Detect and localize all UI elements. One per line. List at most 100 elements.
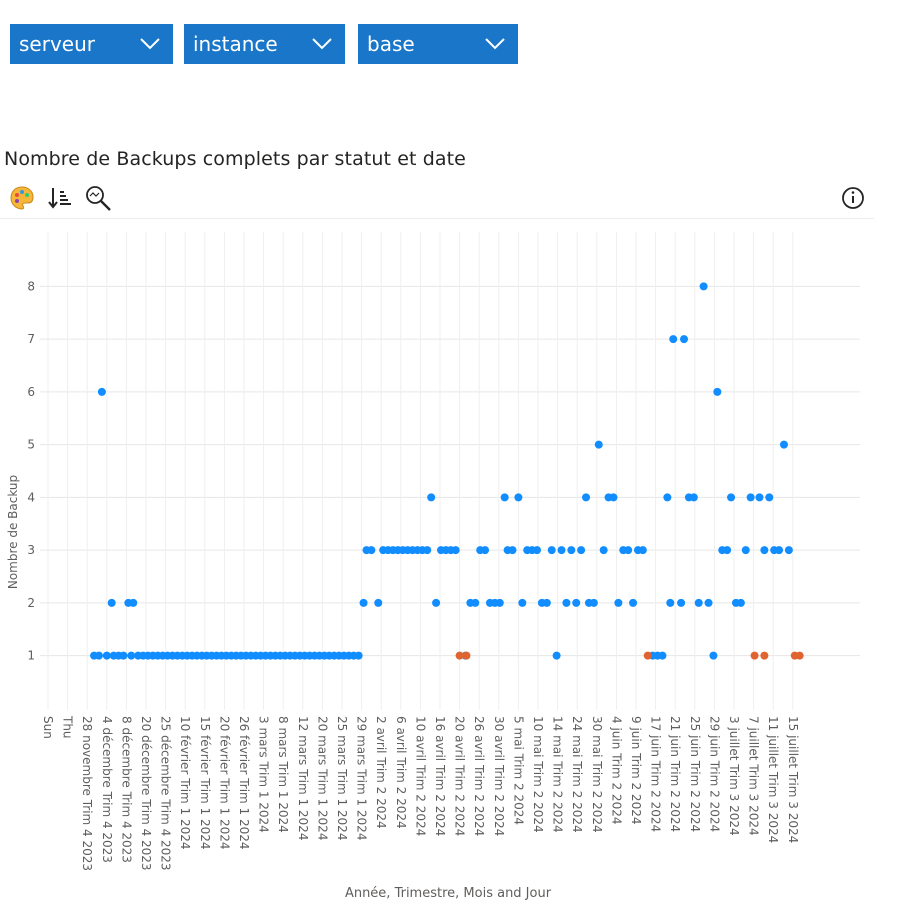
data-point[interactable]	[760, 546, 769, 555]
x-tick-label: 26 février Trim 1 2024	[237, 716, 251, 850]
data-point[interactable]	[694, 598, 703, 607]
x-tick-label: 11 juillet Trim 3 2024	[766, 716, 780, 843]
data-point[interactable]	[760, 651, 769, 660]
data-point[interactable]	[741, 546, 750, 555]
data-point[interactable]	[481, 546, 490, 555]
data-point[interactable]	[127, 651, 136, 660]
data-point[interactable]	[374, 598, 383, 607]
data-point[interactable]	[97, 387, 106, 396]
y-tick-label: 1	[27, 649, 35, 663]
data-point[interactable]	[609, 493, 618, 502]
x-tick-label: 4 juin Trim 2 2024	[609, 716, 623, 824]
y-tick-label: 5	[27, 438, 35, 452]
x-tick-label: 8 décembre Trim 4 2023	[119, 716, 133, 863]
data-point[interactable]	[704, 598, 713, 607]
data-point[interactable]	[547, 546, 556, 555]
x-tick-label: 29 juin Trim 2 2024	[707, 716, 721, 832]
slicer-base-label: base	[367, 32, 415, 56]
data-point[interactable]	[779, 440, 788, 449]
data-point[interactable]	[359, 598, 368, 607]
data-point[interactable]	[669, 335, 678, 344]
data-point[interactable]	[542, 598, 551, 607]
palette-icon[interactable]	[8, 184, 36, 212]
data-point[interactable]	[689, 493, 698, 502]
data-point[interactable]	[723, 546, 732, 555]
data-point[interactable]	[589, 598, 598, 607]
x-tick-label: 6 avril Trim 2 2024	[394, 716, 408, 829]
data-point[interactable]	[508, 546, 517, 555]
info-icon[interactable]	[839, 184, 867, 212]
data-point[interactable]	[94, 651, 103, 660]
x-tick-label: 9 juin Trim 2 2024	[629, 716, 643, 824]
data-point[interactable]	[746, 493, 755, 502]
data-point[interactable]	[518, 598, 527, 607]
data-point[interactable]	[102, 651, 111, 660]
data-point[interactable]	[624, 546, 633, 555]
slicer-base[interactable]: base	[358, 24, 518, 64]
data-point[interactable]	[765, 493, 774, 502]
data-point[interactable]	[423, 546, 432, 555]
data-point[interactable]	[629, 598, 638, 607]
data-point[interactable]	[557, 546, 566, 555]
data-point[interactable]	[614, 598, 623, 607]
data-point[interactable]	[663, 493, 672, 502]
data-point[interactable]	[577, 546, 586, 555]
data-point[interactable]	[638, 546, 647, 555]
data-point[interactable]	[455, 651, 464, 660]
data-point[interactable]	[582, 493, 591, 502]
x-tick-label: 20 mars Trim 1 2024	[315, 716, 329, 840]
slicer-instance[interactable]: instance	[184, 24, 345, 64]
data-point[interactable]	[129, 598, 138, 607]
y-tick-label: 2	[27, 596, 35, 610]
x-tick-label: 29 mars Trim 1 2024	[355, 716, 369, 840]
data-point[interactable]	[736, 598, 745, 607]
slicer-serveur[interactable]: serveur	[10, 24, 173, 64]
data-point[interactable]	[709, 651, 718, 660]
x-axis: Sun Thu 28 novembre Trim 4 2023 4 décembre …	[41, 715, 800, 871]
data-point[interactable]	[713, 387, 722, 396]
chevron-down-icon	[485, 38, 505, 50]
x-tick-label: 17 juin Trim 2 2024	[649, 716, 663, 832]
data-point[interactable]	[567, 546, 576, 555]
data-point[interactable]	[699, 282, 708, 291]
visual-title: Nombre de Backups complets par statut et…	[4, 148, 466, 170]
data-point[interactable]	[119, 651, 128, 660]
data-point[interactable]	[495, 598, 504, 607]
data-point[interactable]	[666, 598, 675, 607]
y-tick-label: 4	[27, 490, 35, 504]
data-point[interactable]	[677, 598, 686, 607]
x-tick-label: 30 mai Trim 2 2024	[590, 716, 604, 833]
data-point[interactable]	[594, 440, 603, 449]
data-point[interactable]	[775, 546, 784, 555]
data-point[interactable]	[533, 546, 542, 555]
data-point[interactable]	[432, 598, 441, 607]
y-tick-label: 7	[27, 332, 35, 346]
x-tick-label: 10 avril Trim 2 2024	[413, 716, 427, 836]
data-point[interactable]	[750, 651, 759, 660]
data-point[interactable]	[658, 651, 667, 660]
data-point[interactable]	[727, 493, 736, 502]
data-point[interactable]	[572, 598, 581, 607]
data-point[interactable]	[500, 493, 509, 502]
data-point[interactable]	[462, 651, 471, 660]
scatter-chart: 1 2 3 4 5 6 7 8 Sun Thu 28 novembre Trim 4 2023 4 …	[6, 232, 860, 901]
data-point[interactable]	[354, 651, 363, 660]
data-point[interactable]	[795, 651, 804, 660]
data-point[interactable]	[471, 598, 480, 607]
sort-icon[interactable]	[46, 184, 74, 212]
data-point[interactable]	[552, 651, 561, 660]
data-point[interactable]	[562, 598, 571, 607]
data-point[interactable]	[451, 546, 460, 555]
data-point[interactable]	[784, 546, 793, 555]
x-tick-label: 30 avril Trim 2 2024	[492, 716, 506, 836]
data-point[interactable]	[427, 493, 436, 502]
data-point[interactable]	[107, 598, 116, 607]
data-point[interactable]	[680, 335, 689, 344]
data-point[interactable]	[643, 651, 652, 660]
data-point[interactable]	[755, 493, 764, 502]
chevron-down-icon	[140, 38, 160, 50]
data-point[interactable]	[514, 493, 523, 502]
data-point[interactable]	[599, 546, 608, 555]
data-point[interactable]	[367, 546, 376, 555]
zoom-icon[interactable]	[84, 184, 112, 212]
